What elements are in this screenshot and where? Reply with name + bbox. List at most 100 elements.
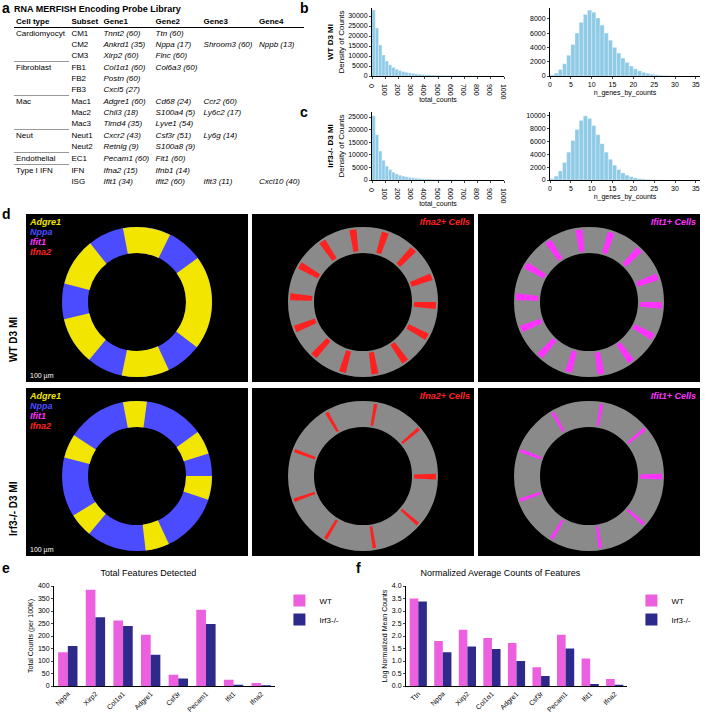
svg-text:Normalized Average Counts of F: Normalized Average Counts of Features	[420, 568, 580, 578]
svg-text:200: 200	[394, 84, 401, 96]
svg-text:0: 0	[368, 188, 375, 192]
svg-text:2000: 2000	[530, 164, 546, 171]
svg-text:100: 100	[38, 657, 50, 664]
svg-text:300: 300	[407, 84, 414, 96]
svg-text:10000: 10000	[348, 151, 368, 158]
svg-text:Total Features Detected: Total Features Detected	[101, 568, 197, 578]
svg-text:Log Normalized Mean Counts: Log Normalized Mean Counts	[381, 589, 389, 682]
svg-text:350: 350	[38, 595, 50, 602]
svg-text:total_counts: total_counts	[419, 200, 457, 208]
svg-text:0: 0	[542, 176, 546, 183]
svg-text:0: 0	[364, 176, 368, 183]
svg-text:600: 600	[447, 84, 454, 96]
svg-text:4.0: 4.0	[392, 582, 402, 589]
svg-text:Ttn: Ttn	[409, 690, 421, 702]
svg-text:8000: 8000	[530, 125, 546, 132]
svg-text:900: 900	[486, 188, 493, 200]
svg-text:3.0: 3.0	[392, 607, 402, 614]
svg-text:2.5: 2.5	[392, 620, 402, 627]
svg-text:0.0: 0.0	[392, 682, 402, 689]
svg-text:15: 15	[609, 81, 617, 88]
svg-text:Csf3r: Csf3r	[527, 690, 544, 707]
svg-text:700: 700	[460, 84, 467, 96]
svg-text:Ifna2: Ifna2	[602, 690, 618, 706]
svg-text:5000: 5000	[352, 164, 368, 171]
svg-text:100: 100	[381, 84, 388, 96]
svg-text:WT: WT	[319, 597, 332, 606]
svg-text:Pecam1: Pecam1	[186, 690, 209, 713]
svg-text:0: 0	[542, 72, 546, 79]
svg-text:6000: 6000	[530, 30, 546, 37]
svg-text:25: 25	[650, 185, 658, 192]
svg-text:4000: 4000	[530, 151, 546, 158]
svg-text:30: 30	[671, 185, 679, 192]
svg-text:100: 100	[381, 188, 388, 200]
svg-text:Pecam1: Pecam1	[546, 690, 569, 713]
svg-text:Nppa: Nppa	[429, 690, 447, 708]
svg-text:Total Counts (per 100K): Total Counts (per 100K)	[27, 599, 35, 673]
svg-text:800: 800	[473, 188, 480, 200]
svg-text:8000: 8000	[530, 15, 546, 22]
svg-text:Adgre1: Adgre1	[499, 690, 521, 712]
svg-text:WT: WT	[671, 597, 684, 606]
svg-text:400: 400	[420, 84, 427, 96]
svg-text:300: 300	[407, 188, 414, 200]
svg-text:Xirp2: Xirp2	[82, 690, 99, 707]
svg-text:15000: 15000	[348, 42, 368, 49]
svg-text:n_genes_by_counts: n_genes_by_counts	[594, 193, 657, 201]
svg-text:5: 5	[569, 185, 573, 192]
svg-text:200: 200	[394, 188, 401, 200]
svg-text:3.5: 3.5	[392, 595, 402, 602]
svg-text:0: 0	[364, 72, 368, 79]
svg-text:n_genes_by_counts: n_genes_by_counts	[594, 89, 657, 97]
svg-text:1000: 1000	[500, 188, 507, 204]
svg-text:Csf3r: Csf3r	[165, 690, 182, 707]
svg-text:400: 400	[38, 582, 50, 589]
svg-text:1000: 1000	[500, 84, 507, 100]
svg-text:Irf3-/-: Irf3-/-	[319, 616, 338, 625]
svg-text:10: 10	[588, 185, 596, 192]
svg-text:total_counts: total_counts	[419, 96, 457, 104]
svg-text:1.5: 1.5	[392, 645, 402, 652]
svg-text:15: 15	[609, 185, 617, 192]
svg-text:25: 25	[650, 81, 658, 88]
svg-text:0: 0	[548, 185, 552, 192]
svg-text:Adgre1: Adgre1	[133, 690, 155, 712]
svg-text:20: 20	[629, 185, 637, 192]
svg-text:Col1α1: Col1α1	[105, 690, 126, 711]
svg-text:WT D3 MIDensity of Counts: WT D3 MIDensity of Counts	[326, 10, 345, 73]
svg-text:30000: 30000	[348, 12, 368, 19]
svg-text:4000: 4000	[530, 44, 546, 51]
svg-text:0: 0	[368, 84, 375, 88]
svg-text:30: 30	[671, 81, 679, 88]
svg-text:Xirp2: Xirp2	[454, 690, 471, 707]
svg-text:250: 250	[38, 620, 50, 627]
svg-text:35: 35	[692, 185, 700, 192]
svg-text:300: 300	[38, 607, 50, 614]
svg-text:500: 500	[434, 84, 441, 96]
svg-text:800: 800	[473, 84, 480, 96]
svg-text:10000: 10000	[526, 112, 546, 119]
svg-text:1.0: 1.0	[392, 657, 402, 664]
svg-text:10000: 10000	[348, 52, 368, 59]
svg-text:20000: 20000	[348, 32, 368, 39]
svg-text:600: 600	[447, 188, 454, 200]
svg-text:2.0: 2.0	[392, 632, 402, 639]
svg-text:400: 400	[420, 188, 427, 200]
svg-text:Irf3-/- D3 MIDensity of Counts: Irf3-/- D3 MIDensity of Counts	[326, 114, 345, 177]
svg-text:25000: 25000	[348, 113, 368, 120]
svg-text:20: 20	[629, 81, 637, 88]
svg-text:700: 700	[460, 188, 467, 200]
svg-text:20000: 20000	[348, 126, 368, 133]
svg-text:50: 50	[42, 670, 50, 677]
svg-text:150: 150	[38, 645, 50, 652]
svg-text:Nppa: Nppa	[54, 690, 72, 708]
svg-text:6000: 6000	[530, 138, 546, 145]
svg-text:Col1α1: Col1α1	[474, 690, 495, 711]
svg-text:500: 500	[434, 188, 441, 200]
svg-text:10: 10	[588, 81, 596, 88]
svg-text:15000: 15000	[348, 139, 368, 146]
svg-text:Ifit1: Ifit1	[224, 690, 237, 703]
svg-text:900: 900	[486, 84, 493, 96]
svg-text:25000: 25000	[348, 22, 368, 29]
